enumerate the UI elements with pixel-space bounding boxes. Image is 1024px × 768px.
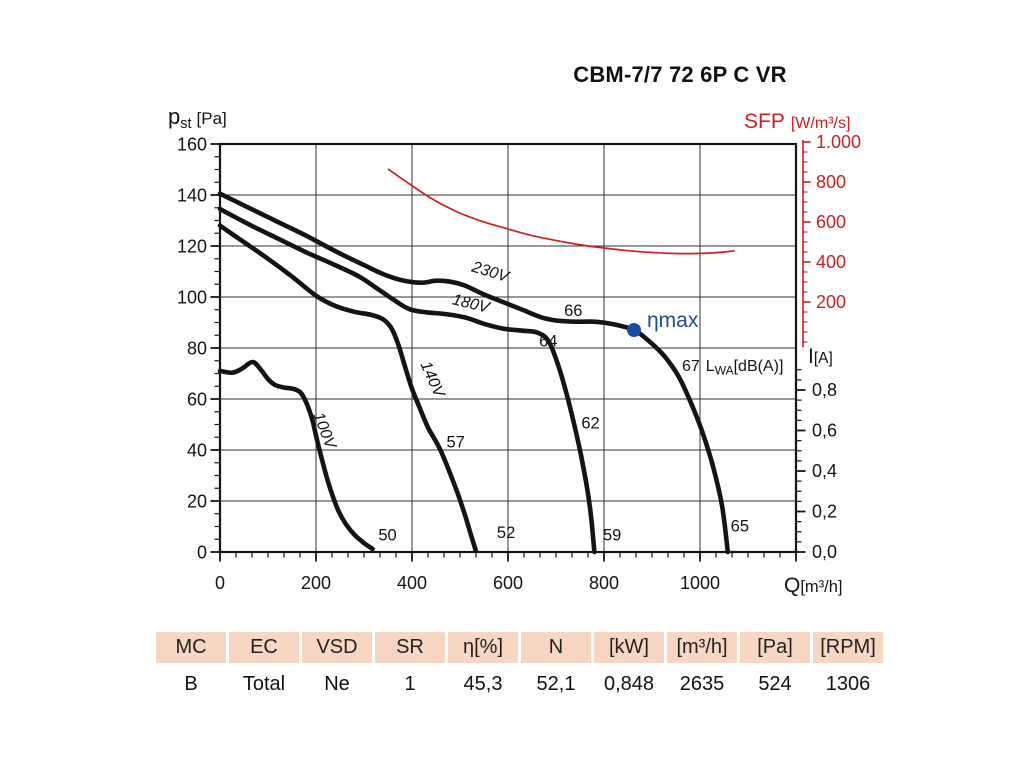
- curve-140V: [217, 223, 479, 553]
- table-value-3: 1: [404, 672, 416, 695]
- table-header-row: MC EC VSD SR η[%] N [kW] [m³/h] [Pa] [RPM]: [156, 632, 883, 663]
- x-tick-label: 0: [215, 573, 225, 593]
- table-value-8: 524: [758, 672, 792, 695]
- sound-level-unit-label: 67 LWA[dB(A)]: [682, 358, 783, 378]
- table-header-9: [RPM]: [813, 632, 883, 663]
- curve-180V: [217, 206, 597, 555]
- table-header-3: SR: [375, 632, 445, 663]
- x-tick-label: 200: [301, 573, 331, 593]
- curve-230V: [217, 191, 731, 555]
- table-header-6: [kW]: [594, 632, 664, 663]
- x-tick-label: 400: [397, 573, 427, 593]
- sfp-tick-label: 400: [816, 252, 846, 272]
- x-tick-label: 800: [589, 573, 619, 593]
- y-left-tick-label: 80: [187, 339, 207, 359]
- table-header-8: [Pa]: [740, 632, 810, 663]
- current-tick-label: 0,6: [812, 421, 837, 441]
- table-header-2: VSD: [302, 632, 372, 663]
- table-header-1: EC: [229, 632, 299, 663]
- grid-layer: [220, 144, 796, 552]
- voltage-label-140V: 140V: [417, 359, 448, 401]
- eta-max-label: ηmax: [647, 309, 699, 332]
- y-left-tick-label: 60: [187, 390, 207, 410]
- y-left-tick-label: 160: [177, 135, 207, 155]
- x-tick-label: 1000: [680, 573, 720, 593]
- sound-level-label-59: 59: [603, 527, 621, 545]
- y-left-tick-label: 40: [187, 441, 207, 461]
- performance-table: MC EC VSD SR η[%] N [kW] [m³/h] [Pa] [RPM] B Total…: [156, 632, 883, 698]
- table-header-5: N: [521, 632, 591, 663]
- table-value-9: 1306: [825, 672, 871, 695]
- current-tick-label: 0,4: [812, 461, 837, 481]
- fan-curves-layer: [217, 191, 731, 555]
- table-value-6: 0,848: [603, 672, 655, 695]
- sfp-tick-label: 800: [816, 172, 846, 192]
- x-axis-title: Q[m³/h]: [784, 574, 843, 597]
- x-tick-label: 600: [493, 573, 523, 593]
- table-header-0: MC: [156, 632, 226, 663]
- table-header-7: [m³/h]: [667, 632, 737, 663]
- y-left-tick-label: 100: [177, 288, 207, 308]
- sound-level-label-57: 57: [447, 433, 465, 451]
- sound-level-label-64: 64: [539, 333, 557, 351]
- sfp-tick-label: 1.000: [816, 132, 861, 152]
- chart-title: CBM-7/7 72 6P C VR: [573, 62, 787, 87]
- table-value-5: 52,1: [536, 672, 576, 695]
- table-value-4: 45,3: [463, 672, 503, 695]
- y-left-tick-label: 120: [177, 237, 207, 257]
- sfp-axis-title: SFP [W/m³/s]: [744, 110, 850, 133]
- table-value-row: B Total Ne 1 45,3 52,1 0,848 2635 524 1306: [156, 670, 883, 698]
- current-tick-label: 0,2: [812, 502, 837, 522]
- sound-level-label-50: 50: [378, 527, 396, 545]
- voltage-label-230V: 230V: [469, 258, 512, 286]
- eta-max-point: [627, 323, 641, 337]
- sfp-curve-layer: [387, 168, 735, 255]
- y-left-tick-label: 20: [187, 492, 207, 512]
- table-value-1: Total: [242, 672, 286, 695]
- sound-level-label-65: 65: [731, 518, 749, 536]
- sfp-tick-label: 200: [816, 292, 846, 312]
- table-value-7: 2635: [679, 672, 725, 695]
- y-left-tick-label: 140: [177, 186, 207, 206]
- sound-level-label-52: 52: [497, 524, 515, 542]
- curve-100V: [217, 359, 375, 552]
- sound-level-label-66: 66: [564, 302, 582, 320]
- current-tick-label: 0,0: [812, 542, 837, 562]
- current-tick-label: 0,8: [812, 380, 837, 400]
- current-axis-title: I[A]: [808, 345, 833, 368]
- y-left-axis-title: pst [Pa]: [168, 104, 227, 132]
- table-header-4: η[%]: [448, 632, 518, 663]
- table-value-2: Ne: [324, 672, 350, 695]
- table-value-0: B: [184, 672, 198, 695]
- y-left-tick-label: 0: [197, 543, 207, 563]
- sound-level-label-62: 62: [581, 414, 599, 432]
- sfp-curve: [387, 168, 735, 255]
- sfp-tick-label: 600: [816, 212, 846, 232]
